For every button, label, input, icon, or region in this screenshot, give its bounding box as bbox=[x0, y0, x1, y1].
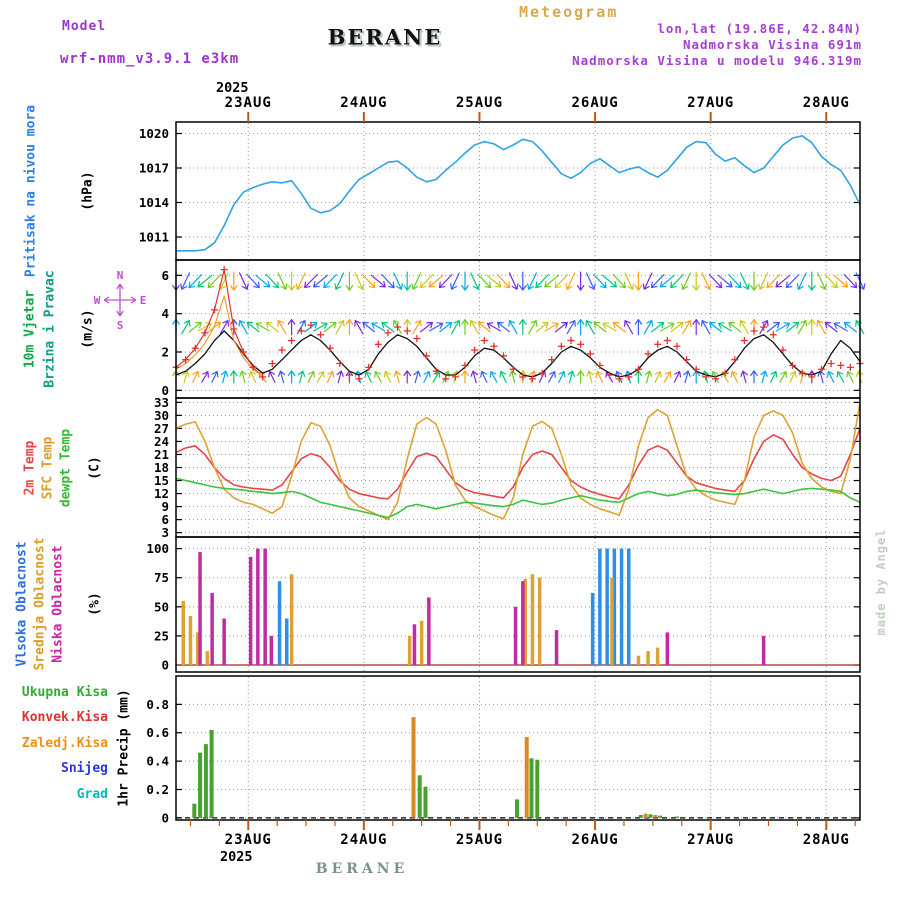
svg-text:100: 100 bbox=[146, 541, 169, 556]
elevation-info: Nadmorska Visina 691m bbox=[682, 37, 862, 52]
svg-text:27: 27 bbox=[154, 421, 169, 436]
svg-text:6: 6 bbox=[161, 268, 169, 283]
lonlat-info: lon,lat (19.86E, 42.84N) bbox=[657, 21, 862, 36]
svg-text:12: 12 bbox=[154, 486, 169, 501]
model-elevation-info: Nadmorska Visina u modelu 946.319m bbox=[572, 53, 862, 68]
svg-text:0: 0 bbox=[161, 383, 169, 398]
svg-text:1017: 1017 bbox=[139, 161, 169, 176]
svg-text:W: W bbox=[94, 294, 101, 307]
precip-legend-snow: Snijeg bbox=[61, 761, 108, 776]
svg-text:3: 3 bbox=[161, 525, 169, 540]
svg-text:23AUG: 23AUG bbox=[225, 95, 272, 111]
svg-text:28AUG: 28AUG bbox=[803, 95, 850, 111]
svg-text:21: 21 bbox=[154, 447, 169, 462]
svg-text:9: 9 bbox=[161, 499, 169, 514]
svg-text:75: 75 bbox=[154, 570, 169, 585]
station-title: BERANE bbox=[327, 24, 443, 50]
svg-text:24AUG: 24AUG bbox=[340, 832, 387, 848]
svg-text:30: 30 bbox=[154, 408, 169, 423]
svg-text:0.4: 0.4 bbox=[146, 754, 169, 769]
svg-text:25: 25 bbox=[154, 628, 169, 643]
app-title: Meteogram bbox=[519, 3, 619, 21]
svg-text:24: 24 bbox=[154, 434, 169, 449]
precip-legend-total: Ukupna Kisa bbox=[21, 685, 108, 700]
svg-text:25AUG: 25AUG bbox=[456, 832, 503, 848]
svg-text:2025: 2025 bbox=[220, 849, 253, 865]
svg-text:27AUG: 27AUG bbox=[687, 95, 734, 111]
svg-text:2: 2 bbox=[161, 345, 169, 360]
svg-text:1011: 1011 bbox=[139, 230, 169, 245]
svg-text:26AUG: 26AUG bbox=[571, 95, 618, 111]
svg-text:N: N bbox=[117, 269, 124, 282]
svg-text:23AUG: 23AUG bbox=[225, 832, 272, 848]
svg-text:4: 4 bbox=[161, 306, 169, 321]
svg-text:2025: 2025 bbox=[216, 80, 249, 96]
svg-text:50: 50 bbox=[154, 599, 169, 614]
svg-text:0.8: 0.8 bbox=[146, 697, 169, 712]
svg-text:E: E bbox=[140, 294, 147, 307]
svg-text:27AUG: 27AUG bbox=[687, 832, 734, 848]
svg-text:15: 15 bbox=[154, 473, 169, 488]
precip-legend-hail: Grad bbox=[76, 787, 108, 802]
svg-text:26AUG: 26AUG bbox=[571, 832, 618, 848]
svg-text:28AUG: 28AUG bbox=[803, 832, 850, 848]
svg-text:1014: 1014 bbox=[139, 195, 169, 210]
svg-text:18: 18 bbox=[154, 460, 169, 475]
svg-text:1020: 1020 bbox=[139, 126, 169, 141]
precip-legend-frozen: Zaledj.Kisa bbox=[21, 736, 108, 751]
svg-text:33: 33 bbox=[154, 395, 169, 410]
model-name: wrf-nmm_v3.9.1 e3km bbox=[60, 51, 240, 67]
svg-text:S: S bbox=[117, 319, 124, 332]
precip-legend-convective: Konvek.Kisa bbox=[21, 710, 108, 725]
svg-text:24AUG: 24AUG bbox=[340, 95, 387, 111]
svg-text:0: 0 bbox=[161, 810, 169, 825]
svg-text:25AUG: 25AUG bbox=[456, 95, 503, 111]
footer-station: BERANE bbox=[315, 861, 409, 877]
svg-text:6: 6 bbox=[161, 512, 169, 527]
svg-text:0.6: 0.6 bbox=[146, 725, 169, 740]
model-label: Model bbox=[62, 19, 107, 34]
svg-text:0: 0 bbox=[161, 658, 169, 673]
svg-text:0.2: 0.2 bbox=[146, 782, 169, 797]
